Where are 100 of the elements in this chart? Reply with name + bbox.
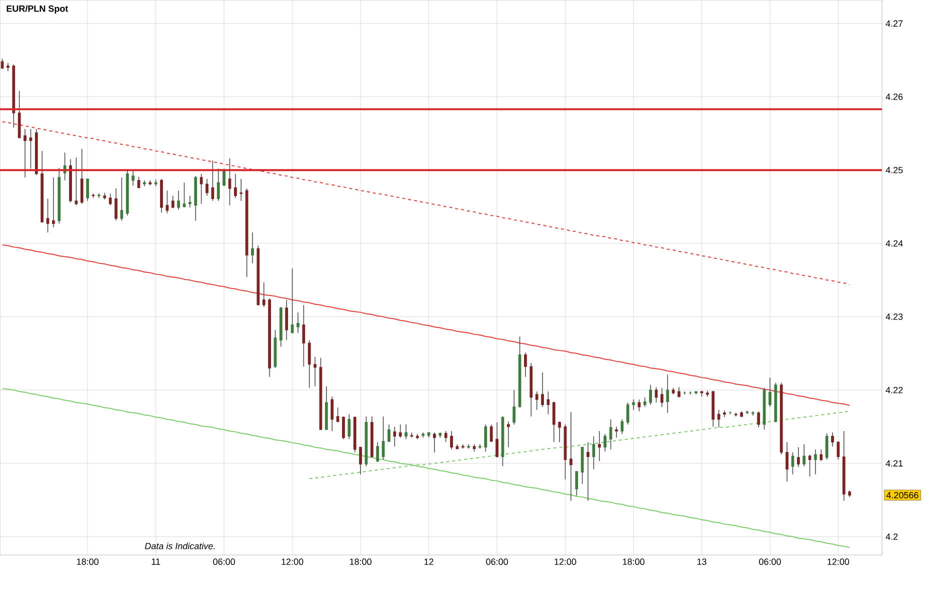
candlestick: [24, 128, 26, 178]
y-tick-label: 4.24: [886, 240, 903, 247]
candlestick: [586, 442, 590, 502]
candlestick: [660, 387, 664, 408]
candlestick: [444, 430, 448, 442]
x-tick-label: 18:00: [622, 558, 644, 565]
candlestick: [524, 352, 527, 378]
candlestick: [604, 434, 606, 452]
candlestick: [820, 449, 823, 462]
text: 4.20566: [886, 492, 918, 498]
candlestick: [262, 282, 266, 308]
candlestick: [802, 444, 806, 467]
candlestick: [512, 390, 516, 425]
candlestick: [177, 190, 180, 210]
y-tick-label: 4.26: [886, 94, 903, 100]
candlestick: [626, 402, 630, 425]
candlestick: [398, 424, 402, 438]
candlestick: [314, 356, 316, 387]
y-tick-label: 4.23: [886, 314, 903, 320]
candlestick: [74, 157, 78, 206]
candlestick: [575, 471, 578, 496]
candlestick: [598, 430, 601, 462]
candlestick: [348, 414, 351, 440]
candlestick: [825, 432, 828, 460]
candlestick: [132, 170, 135, 186]
candlestick: [632, 399, 635, 410]
candlestick: [404, 424, 408, 440]
y-tick-label: 4.21: [886, 460, 903, 466]
candlestick: [490, 424, 493, 442]
candlestick: [535, 391, 538, 410]
candlestick: [552, 401, 556, 442]
candlestick: [541, 372, 544, 408]
candlestick: [336, 407, 340, 423]
candlestick: [814, 449, 817, 475]
candlestick: [108, 193, 112, 206]
x-tick-label: 12:00: [554, 558, 576, 565]
candlestick: [46, 198, 50, 233]
candlestick: [114, 188, 118, 222]
candlestick: [29, 128, 32, 170]
candlestick: [216, 168, 220, 202]
candlestick: [388, 424, 390, 442]
candlestick: [666, 374, 670, 414]
candlestick: [649, 384, 652, 406]
candlestick: [808, 454, 812, 477]
candlestick: [450, 430, 453, 450]
y-tick-label: 4.25: [886, 166, 903, 174]
candlestick: [200, 173, 203, 204]
candlestick: [240, 178, 243, 202]
candlestick: [120, 177, 124, 222]
candlestick: [290, 268, 294, 334]
candlestick: [484, 424, 488, 452]
x-tick-label: 06:00: [486, 558, 508, 565]
candlestick: [757, 410, 760, 428]
candlestick: [717, 409, 720, 428]
candlestick: [80, 148, 84, 204]
x-tick-label: 13: [697, 558, 706, 565]
x-tick-label: 06:00: [213, 558, 235, 565]
candlestick: [234, 173, 237, 198]
annotation: Data is Indicative.: [144, 542, 215, 550]
x-tick-label: 18:00: [77, 558, 98, 565]
candlestick: [620, 418, 624, 434]
text: EUR/PLN Spot: [6, 5, 68, 14]
candlestick: [433, 432, 436, 453]
candlestick: [546, 391, 550, 415]
candlestick: [570, 412, 572, 502]
y-tick-label: 4.27: [886, 20, 903, 27]
candlestick: [592, 436, 596, 470]
candlestick: [796, 446, 800, 468]
candlestick: [786, 442, 788, 482]
candlestick: [558, 421, 562, 442]
candlestick: [768, 377, 772, 408]
candlestick: [678, 386, 680, 398]
y-tick-label: 4.2: [886, 534, 898, 540]
candlestick: [188, 195, 192, 208]
candlestick: [52, 177, 55, 228]
x-tick-label: 06:00: [759, 558, 781, 565]
candlestick: [166, 190, 169, 214]
x-tick-label: 12: [424, 558, 434, 565]
candlestick: [831, 432, 834, 447]
candlestick: [171, 195, 174, 209]
candlestick: [206, 178, 208, 196]
candlestick: [86, 178, 90, 202]
x-tick-label: 11: [152, 558, 160, 565]
candlestick: [330, 396, 334, 432]
candlestick: [211, 160, 214, 202]
candlestick: [302, 304, 306, 367]
candlestick: [638, 399, 641, 412]
candlestick: [342, 416, 345, 440]
candlestick: [222, 168, 226, 186]
candlestick: [182, 182, 186, 208]
candlestick: [285, 299, 288, 341]
candlestick: [308, 340, 311, 388]
x-tick-label: 12:00: [828, 558, 850, 565]
x-tick-label: 18:00: [350, 558, 372, 565]
candlestick: [251, 232, 254, 264]
candlestick: [359, 446, 362, 475]
y-tick-label: 4.22: [886, 386, 903, 394]
candlestick: [506, 421, 510, 448]
candlestick: [393, 426, 396, 447]
candlestick: [643, 396, 646, 408]
